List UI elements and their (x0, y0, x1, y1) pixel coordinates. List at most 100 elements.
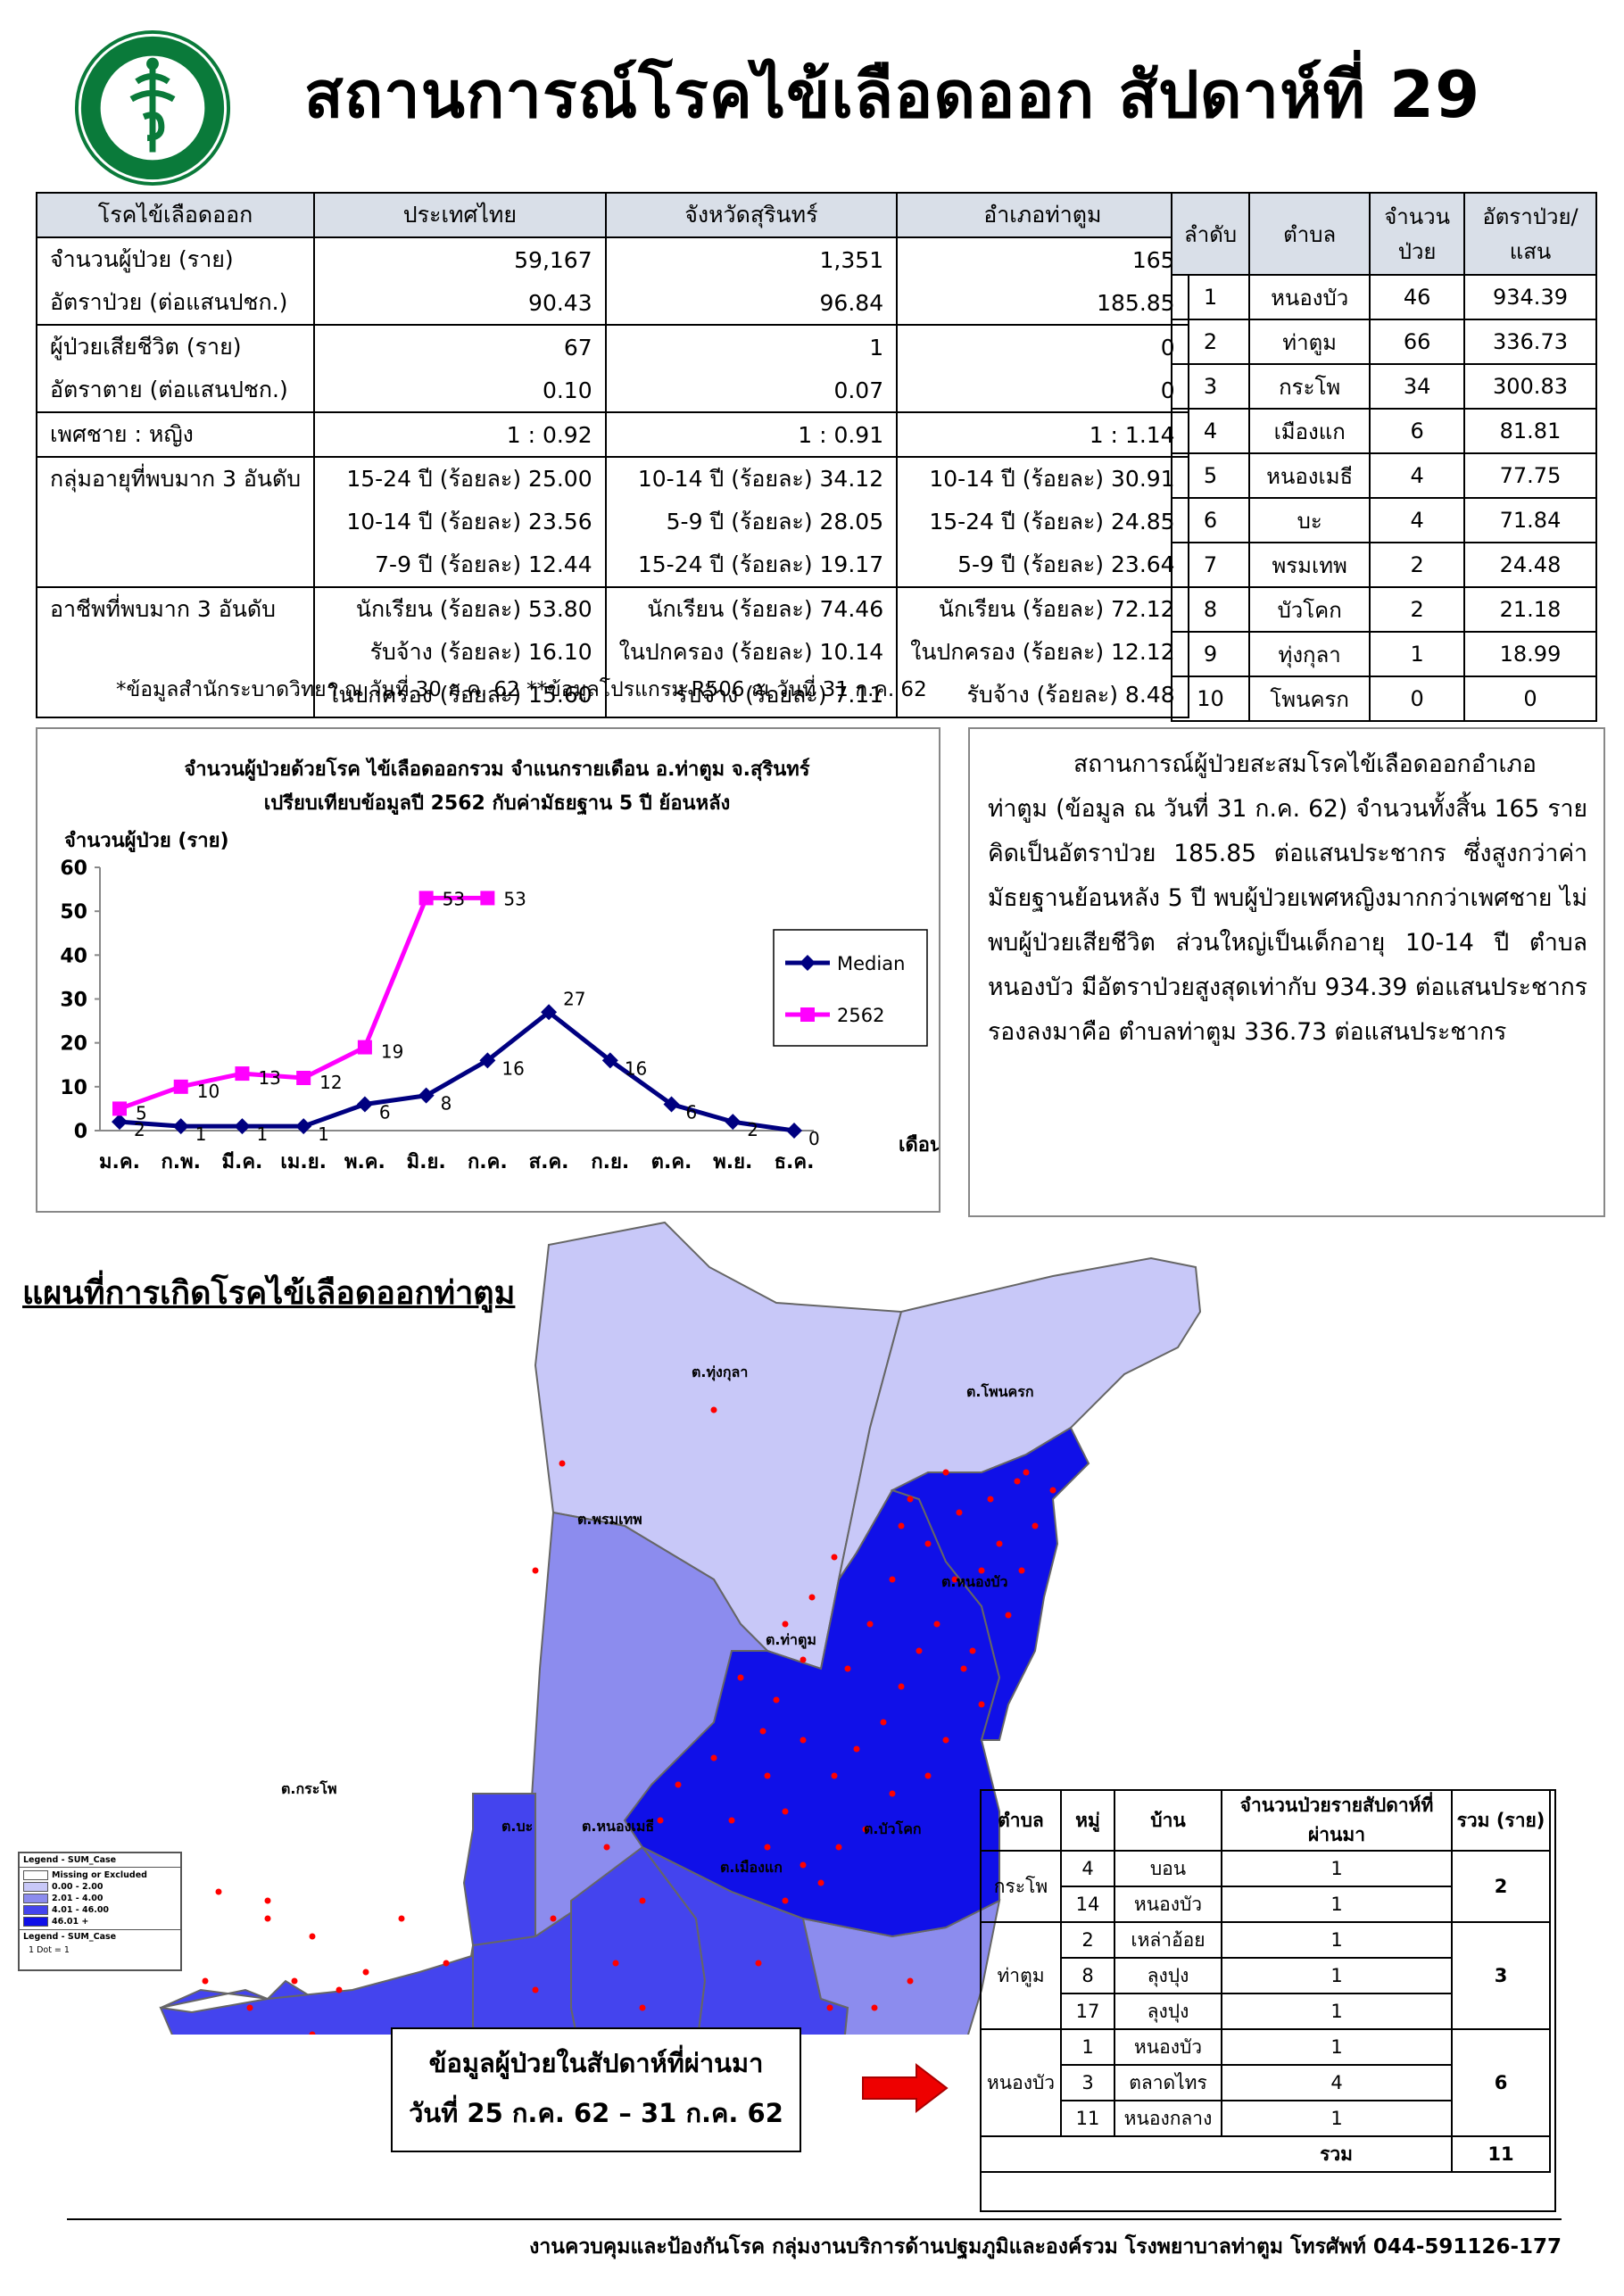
x-tick-label: ธ.ค. (775, 1151, 815, 1173)
table-cell: 4 (1221, 2064, 1453, 2101)
table-cell: ท่าตูม (1248, 319, 1371, 365)
tambon-ranking-table: ลำดับ ตำบล จำนวน ป่วย อัตราป่วย/แสน 1 หนอง… (1170, 192, 1597, 722)
x-tick-label: ต.ค. (651, 1151, 692, 1173)
table-row: อาชีพที่พบมาก 3 อันดับ นักเรียน (ร้อยละ) … (35, 586, 1189, 631)
data-point (725, 1114, 742, 1131)
data-label: 53 (503, 888, 526, 909)
table-cell: 9 (1170, 631, 1251, 677)
table-cell: 1 (1221, 2028, 1453, 2066)
case-dot (969, 1647, 976, 1654)
y-tick-label: 10 (60, 1077, 87, 1099)
week-info-line1: ข้อมูลผู้ป่วยในสัปดาห์ที่ผ่านมา (428, 2048, 764, 2078)
table-cell: 1 (1221, 1850, 1453, 1887)
y-tick-label: 60 (60, 858, 87, 880)
data-label: 2 (747, 1119, 758, 1140)
y-tick-label: 30 (60, 990, 87, 1012)
table-cell: 24.48 (1463, 542, 1597, 588)
data-label: 0 (808, 1128, 820, 1149)
table-cell: 1 (1221, 2100, 1453, 2137)
table-cell: 934.39 (1463, 274, 1597, 320)
table-cell: 14 (1060, 1886, 1115, 1923)
table-row: 11 หนองกลาง 1 (981, 2100, 1550, 2137)
case-dot (924, 1540, 932, 1547)
case-dot (291, 1977, 298, 1985)
table-cell: 0.10 (313, 369, 607, 412)
legend-dot-label: 1 Dot = 1 (29, 1945, 70, 1955)
table-cell: เหล่าอ้อย (1114, 1921, 1222, 1959)
x-tick-label: ส.ค. (529, 1151, 569, 1173)
x-axis-label: เดือน (899, 1134, 939, 1156)
weekly-cases-table: ตำบล หมู่ บ้าน จำนวนป่วยรายสัปดาห์ที่ผ่า… (980, 1789, 1551, 2173)
data-point (295, 1118, 312, 1135)
column-header: จังหวัดสุรินทร์ (604, 192, 899, 238)
table-cell: 1 (604, 324, 899, 369)
data-point (418, 891, 434, 906)
row-label: อัตราป่วย (ต่อแสนปชก.) (35, 281, 316, 325)
data-label: 16 (501, 1057, 524, 1079)
table-cell: 1 : 0.92 (313, 411, 607, 457)
group-total-cell: 6 (1451, 2028, 1551, 2137)
row-label (35, 674, 316, 717)
case-dot (559, 1460, 566, 1467)
case-dot (264, 1915, 271, 1922)
row-label: เพศชาย : หญิง (35, 411, 316, 457)
case-dot (710, 1754, 717, 1761)
table-cell: 336.73 (1463, 319, 1597, 365)
table-cell: 1 (1369, 631, 1465, 677)
data-point (356, 1096, 373, 1113)
case-dot (800, 1656, 807, 1663)
case-dot (889, 1576, 896, 1583)
table-cell: กระโพ (1248, 363, 1371, 410)
table-cell: 1 (1221, 1886, 1453, 1923)
table-cell: 7-9 ปี (ร้อยละ) 12.44 (313, 543, 607, 587)
row-label (35, 543, 316, 587)
case-dot (202, 1977, 209, 1985)
table-row: ในปกครอง (ร้อยละ) 15.60 รับจ้าง (ร้อยละ) … (35, 674, 1189, 717)
data-point (357, 1040, 372, 1055)
data-label: 8 (441, 1093, 452, 1115)
table-cell: 21.18 (1463, 586, 1597, 633)
table-row: อัตราตาย (ต่อแสนปชก.) 0.10 0.07 0 (35, 369, 1189, 412)
footer-divider (67, 2218, 1562, 2220)
table-cell: 15-24 ปี (ร้อยละ) 24.85 (896, 501, 1189, 543)
table-row: หนองบัว 1 หนองบัว 1 6 (980, 2028, 1551, 2137)
data-source-footnote: *ข้อมูลสำนักระบาดวิทยา ณ วันที่ 30 ก.ค. … (116, 678, 927, 701)
table-row: 7 พรมเทพ 2 24.48 (1170, 542, 1597, 588)
table-cell: 59,167 (313, 236, 607, 281)
table-cell: 1 (1170, 274, 1251, 320)
case-dot (924, 1772, 932, 1779)
case-dot (800, 1737, 807, 1744)
table-row: 10-14 ปี (ร้อยละ) 23.56 5-9 ปี (ร้อยละ) 2… (35, 501, 1189, 543)
table-cell: 1 (1221, 1993, 1453, 2030)
week-info-box: ข้อมูลผู้ป่วยในสัปดาห์ที่ผ่านมา วันที่ 2… (391, 2027, 801, 2152)
table-cell: 0.07 (604, 369, 899, 412)
header-text: ป่วย (1397, 239, 1437, 264)
header-text: ตำบล (1283, 221, 1337, 247)
case-dot (639, 1897, 646, 1904)
table-cell: ในปกครอง (ร้อยละ) 15.60 (313, 674, 607, 717)
legend-frame (773, 929, 928, 1047)
statistics-table: โรคไข้เลือดออก ประเทศไทย จังหวัดสุรินทร์… (35, 192, 1189, 718)
table-row: รับจ้าง (ร้อยละ) 16.10 ในปกครอง (ร้อยละ) … (35, 631, 1189, 674)
table-cell: 66 (1369, 319, 1465, 365)
table-cell: หนองกลาง (1114, 2100, 1222, 2137)
case-dot (933, 1620, 940, 1628)
legend-marker (800, 1007, 815, 1022)
summary-paragraph: สถานการณ์ผู้ป่วยสะสมโรคไข้เลือดออกอำเภอท… (988, 750, 1587, 1046)
case-dot (817, 1879, 824, 1886)
table-cell: 2 (1170, 319, 1251, 365)
case-dot (603, 1844, 610, 1851)
table-row: 1 หนองบัว 46 934.39 (1170, 274, 1597, 320)
y-axis-label: จำนวนผู้ป่วย (ราย) (64, 830, 229, 853)
table-cell: รับจ้าง (ร้อยละ) 16.10 (313, 631, 607, 674)
data-label: 53 (443, 888, 465, 909)
x-tick-label: มี.ค. (221, 1151, 262, 1173)
table-cell: หนองบัว (1114, 1886, 1222, 1923)
column-header: อัตราป่วย/แสน (1463, 192, 1597, 276)
table-cell: 8 (1060, 1957, 1115, 1994)
column-header: โรคไข้เลือดออก (35, 192, 316, 238)
legend-label: Median (837, 953, 905, 974)
x-tick-label: ก.ค. (468, 1151, 508, 1173)
map-label-phonkrok: ต.โพนครก (966, 1382, 1034, 1400)
map-label-nongbua: ต.หนองบัว (941, 1573, 1008, 1590)
